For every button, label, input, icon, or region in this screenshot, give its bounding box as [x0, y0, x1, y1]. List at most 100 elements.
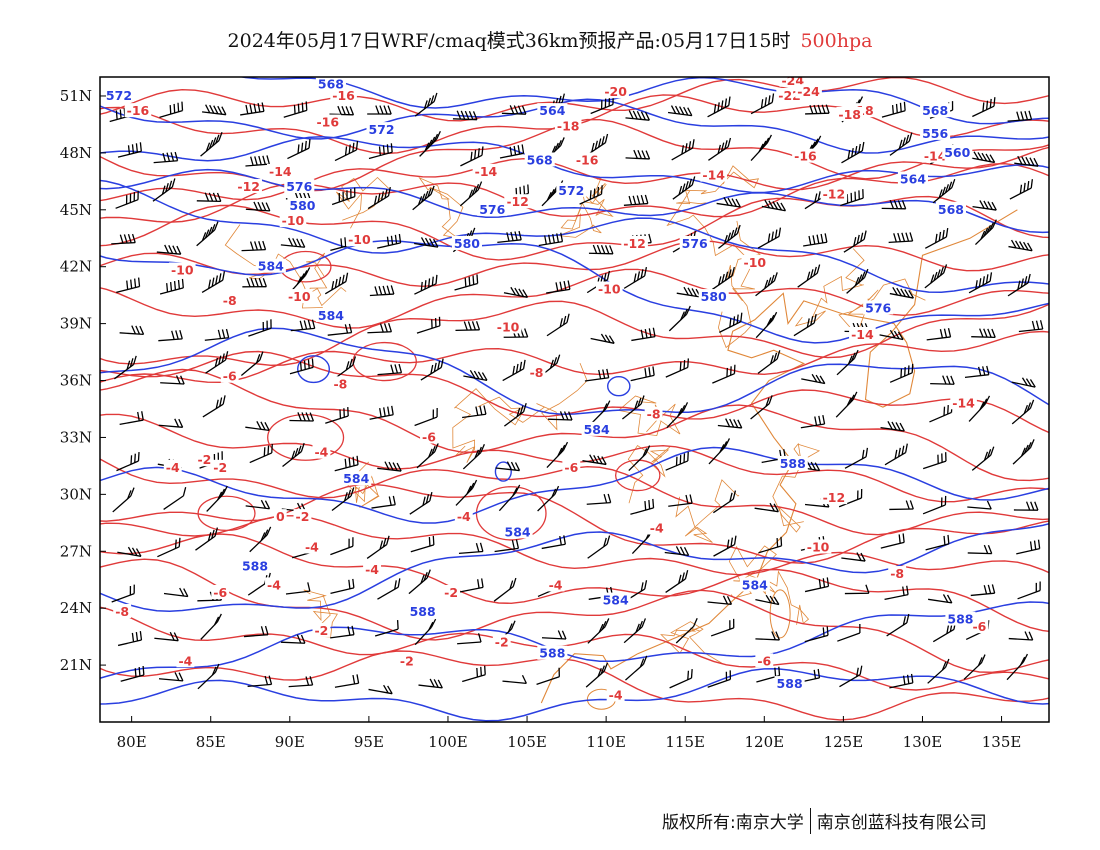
wind-barb: [717, 418, 743, 429]
wind-barb: [204, 328, 230, 341]
wind-barb: [156, 244, 182, 255]
temperature-label-backdrop: [293, 509, 312, 524]
wind-barb: [707, 670, 732, 688]
wind-barb: [758, 536, 783, 554]
footer-separator: [809, 808, 811, 834]
temperature-contour-line: [100, 146, 1049, 202]
wind-barb: [154, 631, 179, 642]
temperature-label-backdrop: [573, 152, 601, 167]
wind-barb: [376, 233, 402, 249]
height-label: 584: [343, 471, 369, 486]
wind-barb: [419, 130, 441, 157]
wind-barb: [501, 105, 527, 115]
wind-barb: [546, 280, 571, 294]
height-label: 576: [286, 179, 312, 194]
wind-barb: [800, 415, 826, 429]
wind-barb: [1016, 539, 1041, 555]
wind-barb: [623, 266, 648, 289]
wind-barb: [622, 395, 645, 420]
temperature-label-backdrop: [168, 262, 196, 277]
height-label: 572: [368, 122, 394, 137]
plot-area: -16-16-16-20-18-16-14-14-12-14-12-10-10-…: [100, 77, 1049, 722]
wind-barb: [665, 451, 689, 471]
height-label-backdrop: [451, 235, 482, 250]
height-label-backdrop: [239, 558, 271, 573]
wind-barb: [925, 534, 950, 551]
temperature-label-backdrop: [804, 539, 832, 554]
temperature-label-backdrop: [442, 585, 461, 599]
temperature-label: -8: [647, 407, 661, 422]
wind-barb: [1014, 155, 1039, 167]
wind-barb: [368, 684, 393, 695]
wind-barb: [546, 313, 570, 337]
height-label-backdrop: [255, 258, 286, 273]
temperature-label: -2: [296, 509, 310, 524]
wind-barb: [245, 499, 271, 510]
temperature-label: -10: [288, 289, 311, 304]
temperature-label-backdrop: [921, 148, 949, 163]
wind-barb: [838, 488, 863, 508]
wind-barb: [416, 316, 441, 334]
temperature-label-backdrop: [454, 509, 473, 524]
wind-barb: [971, 328, 996, 339]
wind-barb: [283, 101, 308, 118]
temperature-label: -2: [400, 653, 414, 668]
temperature-label: -2: [197, 452, 211, 467]
temperature-label: -18: [557, 118, 580, 133]
temperature-label: -12: [237, 179, 260, 194]
temperature-label-backdrop: [312, 622, 331, 637]
wind-barb: [968, 272, 993, 294]
temperature-label: -22: [778, 88, 801, 103]
wind-barb: [206, 485, 228, 512]
height-label-backdrop: [739, 577, 770, 592]
height-label: 584: [505, 524, 531, 539]
wind-barb: [801, 373, 826, 385]
temperature-label: -6: [564, 460, 578, 475]
height-closed-contour: [297, 355, 331, 384]
temperature-label-backdrop: [235, 179, 262, 194]
height-label: 580: [701, 289, 727, 304]
wind-barb: [377, 363, 403, 376]
wind-barb: [117, 142, 142, 158]
wind-barb: [879, 329, 904, 341]
wind-barb: [240, 102, 265, 116]
wind-barb: [1011, 377, 1036, 388]
wind-barb: [676, 286, 702, 298]
height-label: 584: [258, 259, 284, 274]
wind-barb: [369, 285, 395, 297]
wind-barb: [889, 673, 914, 689]
wind-barb: [408, 569, 431, 595]
temperature-label-backdrop: [265, 577, 283, 592]
wind-barb: [153, 151, 179, 164]
wind-barb: [579, 185, 603, 205]
wind-barb: [243, 625, 269, 638]
wind-barb: [672, 176, 696, 200]
lon-tick-label: 85E: [196, 733, 226, 751]
wind-barb: [927, 658, 950, 684]
temperature-label: -14: [924, 149, 947, 164]
height-label-backdrop: [537, 645, 568, 660]
admin-boundary: [717, 220, 761, 349]
temperature-label-backdrop: [888, 566, 907, 581]
wind-barb: [750, 395, 773, 420]
wind-barb: [414, 618, 437, 646]
height-label-backdrop: [477, 201, 508, 216]
wind-barb: [120, 665, 145, 682]
wind-barb: [804, 577, 830, 593]
admin-boundary: [794, 248, 865, 327]
wind-barb: [502, 359, 526, 382]
wind-barb: [884, 585, 909, 601]
wind-barb: [1011, 399, 1035, 425]
wind-barb: [755, 594, 780, 606]
wind-barb: [160, 375, 185, 385]
height-label: 572: [558, 183, 584, 198]
temperature-label-backdrop: [176, 653, 195, 668]
temperature-label: -10: [497, 319, 520, 334]
temperature-label: -10: [744, 255, 767, 270]
map-title: 2024年05月17日WRF/cmaq模式36km预报产品:05月17日15时 5…: [0, 26, 1100, 53]
wind-barb: [116, 277, 141, 294]
lat-tick-label: 21N: [60, 656, 92, 674]
wind-barb: [880, 533, 905, 549]
lat-tick-label: 48N: [60, 144, 92, 162]
temperature-label-backdrop: [397, 653, 416, 668]
